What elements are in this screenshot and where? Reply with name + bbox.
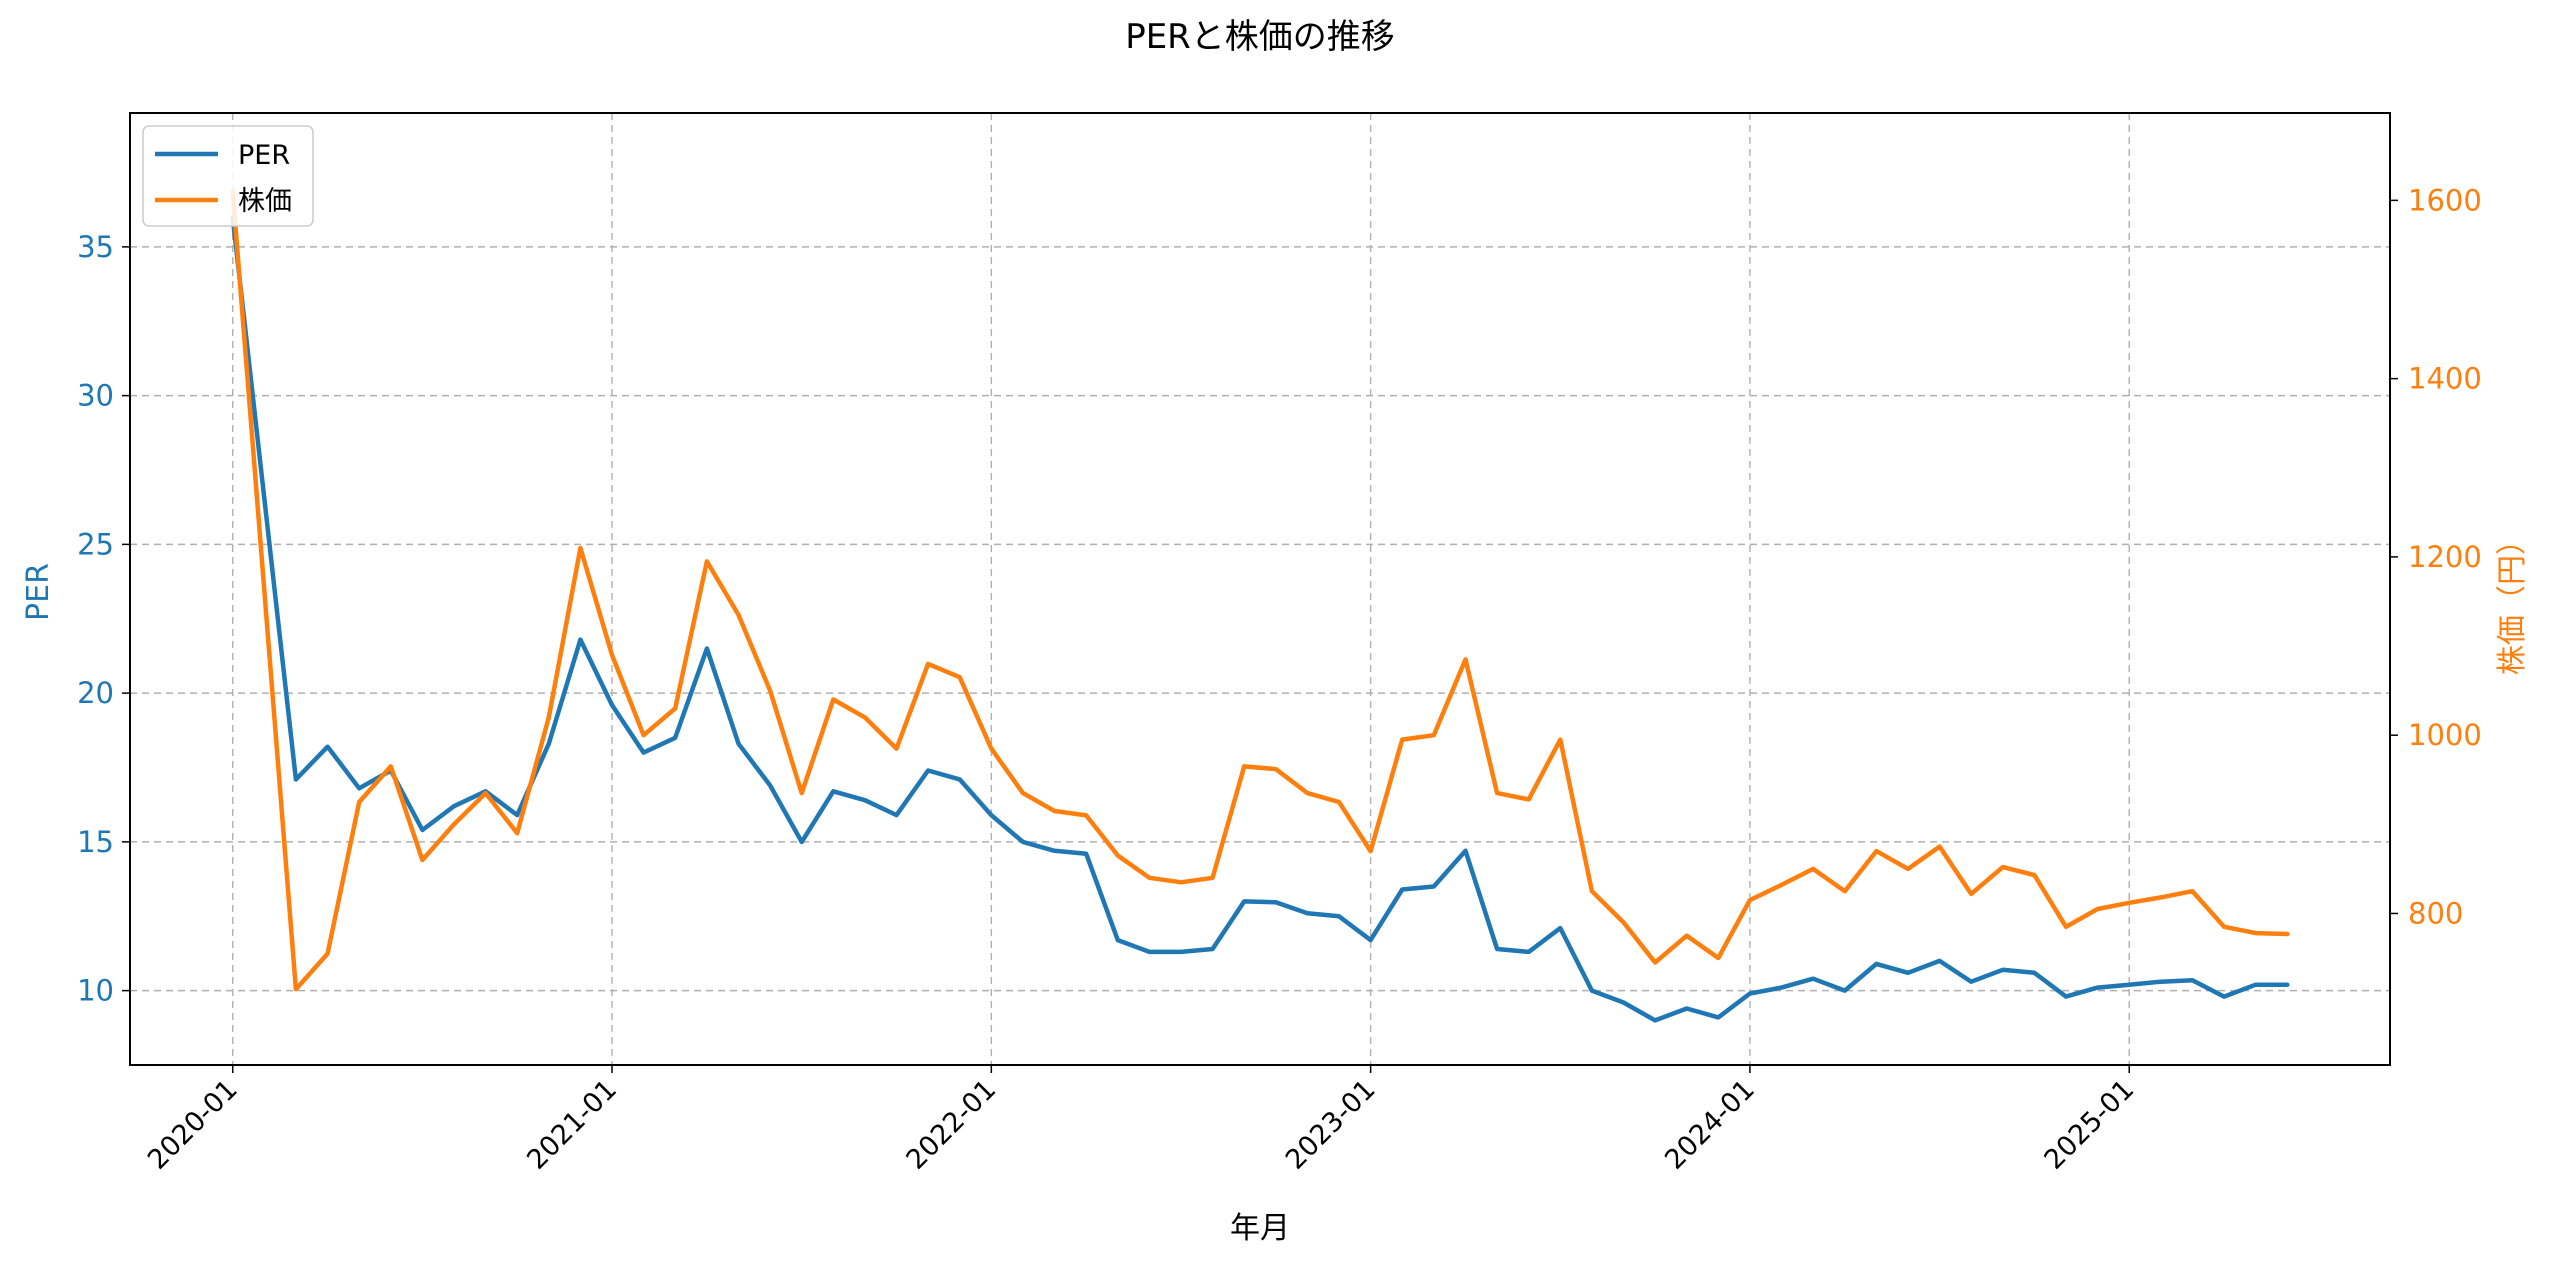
right-tick-label: 800 bbox=[2408, 896, 2463, 930]
left-tick-label: 25 bbox=[77, 527, 114, 561]
legend: PER 株価 bbox=[142, 125, 314, 227]
x-tick-label: 2021-01 bbox=[521, 1074, 623, 1176]
right-tick-label: 1400 bbox=[2408, 362, 2482, 396]
legend-label: PER bbox=[238, 140, 290, 171]
chart-title: PERと株価の推移 bbox=[1125, 17, 1395, 57]
x-axis-label: 年月 bbox=[1230, 1211, 1290, 1246]
right-tick-label: 1000 bbox=[2408, 718, 2482, 752]
x-tick-label: 2025-01 bbox=[2038, 1074, 2140, 1176]
left-tick-label: 20 bbox=[77, 676, 114, 710]
per-line bbox=[230, 214, 2290, 1023]
y-axis-label-right: 株価（円） bbox=[2495, 525, 2530, 675]
left-tick-label: 35 bbox=[77, 230, 114, 264]
x-tick-label: 2024-01 bbox=[1659, 1074, 1761, 1176]
right-tick-label: 1200 bbox=[2408, 540, 2482, 574]
left-tick-label: 30 bbox=[77, 379, 114, 413]
grid-lines bbox=[130, 113, 2390, 1065]
plot-frame bbox=[129, 112, 2391, 1066]
x-axis: 2020-01 2021-01 2022-01 2023-01 2024-01 2025-… bbox=[142, 1065, 2140, 1176]
legend-label: 株価 bbox=[238, 186, 292, 217]
right-axis: 800 1000 1200 1400 1600 bbox=[2390, 183, 2482, 930]
y-axis-label-left: PER bbox=[21, 563, 56, 621]
x-tick-label: 2022-01 bbox=[901, 1074, 1003, 1176]
x-tick-label: 2020-01 bbox=[142, 1074, 244, 1176]
right-tick-label: 1600 bbox=[2408, 183, 2482, 217]
x-tick-label: 2023-01 bbox=[1280, 1074, 1382, 1176]
price-line bbox=[230, 189, 2290, 992]
left-axis: 10 15 20 25 30 35 bbox=[77, 230, 130, 1008]
left-tick-label: 10 bbox=[77, 974, 114, 1008]
left-tick-label: 15 bbox=[77, 825, 114, 859]
series-layer bbox=[230, 189, 2290, 1023]
